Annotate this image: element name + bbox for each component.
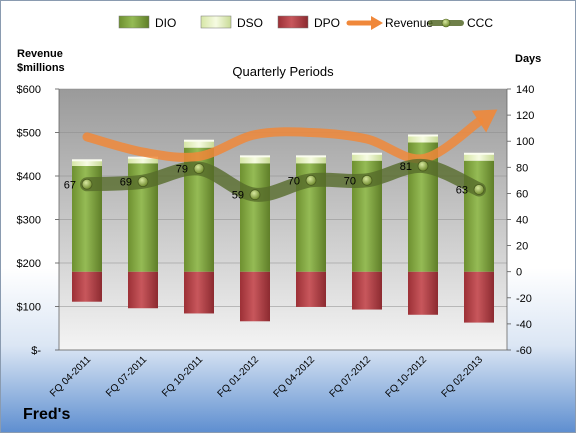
category-label: FQ 01-2012 [216,354,262,400]
left-axis-label-line1: Revenue [17,48,63,60]
right-tick-label: 0 [516,267,522,279]
left-tick-label: $200 [17,258,41,270]
ccc-line [80,158,486,202]
dso-bar-cap [72,159,102,162]
ccc-point [473,184,485,195]
dso-bar [240,156,270,164]
legend-swatch-dso [200,15,232,29]
category-label: FQ 07-2011 [104,354,149,399]
dpo-bar [72,271,102,302]
legend: DIO DSO DPO Revenue CCC [118,15,493,30]
legend-label-dso: DSO [237,16,263,30]
dso-bar [352,154,382,161]
dso-bar-cap [240,155,270,158]
dso-bar [296,156,326,164]
left-tick-label: $400 [17,171,41,183]
ccc-point [81,178,93,190]
category-label: FQ 10-2011 [160,354,205,399]
revenue-line [82,117,484,164]
dso-bar-cap [464,152,494,155]
ccc-data-label: 70 [288,175,300,187]
right-tick-label: -40 [516,319,532,331]
legend-marker-ccc [441,18,451,28]
legend-swatch-dio [118,15,150,29]
dso-bar-cap [352,152,382,155]
dso-bar [128,158,158,164]
legend-label-dio: DIO [155,16,176,30]
right-tick-label: 20 [516,241,528,253]
bar-series [72,134,494,323]
right-tick-label: 80 [516,162,528,174]
right-tick-label: 120 [516,110,534,122]
left-tick-label: $- [31,345,41,357]
right-tick-label: -60 [516,345,532,357]
dso-bar [464,154,494,161]
ccc-data-label: 59 [232,190,244,202]
right-tick-label: 60 [516,188,528,200]
category-label: FQ 07-2012 [328,354,374,400]
category-label: FQ 04-2011 [48,354,93,399]
dpo-bar [352,271,382,310]
dpo-bar [184,271,214,314]
ccc-point [361,174,373,186]
company-name: Fred's [23,406,71,423]
legend-label-ccc: CCC [467,16,493,30]
right-tick-label: 140 [516,84,534,96]
revenue-arrowhead [471,109,498,133]
ccc-point [249,189,261,201]
ccc-data-label: 81 [400,161,412,173]
ccc-point [193,163,205,175]
left-tick-label: $300 [17,215,41,227]
category-label: FQ 04-2012 [272,354,318,400]
legend-label-revenue: Revenue [385,16,433,30]
dio-bar [240,163,270,272]
category-label: FQ 02-2013 [440,354,486,400]
dso-bar-cap [184,139,214,142]
dpo-bar [464,271,494,323]
dpo-bar [296,271,326,307]
right-tick-label: 40 [516,215,528,227]
ccc-data-label: 67 [64,179,76,191]
ccc-data-label: 70 [344,175,356,187]
ccc-data-label: 79 [176,164,188,176]
left-axis-label-line2: $millions [17,62,65,74]
ccc-data-label: 63 [456,184,468,196]
right-axis-label: Days [515,53,541,65]
line-series: 67 69 79 59 70 70 81 63 [64,109,498,202]
dso-bar [72,160,102,166]
ccc-point [305,174,317,186]
ccc-point [417,160,429,172]
ccc-data-label: 69 [120,177,132,189]
chart-title: Quarterly Periods [232,64,334,79]
left-tick-label: $100 [17,302,41,314]
legend-swatch-dpo [277,15,309,29]
left-tick-label: $500 [17,128,41,140]
dpo-bar [240,271,270,322]
right-tick-label: 100 [516,136,534,148]
dso-bar [408,135,438,143]
dso-bar [184,141,214,148]
right-tick-label: -20 [516,293,532,305]
left-tick-label: $600 [17,84,41,96]
ccc-point [137,176,149,188]
dso-bar-cap [408,134,438,137]
legend-arrowhead-revenue [371,16,383,30]
category-label: FQ 10-2012 [384,354,430,400]
dpo-bar [408,271,438,315]
legend-label-dpo: DPO [314,16,340,30]
dpo-bar [128,271,158,309]
dso-bar-cap [128,156,158,159]
dso-bar-cap [296,155,326,158]
